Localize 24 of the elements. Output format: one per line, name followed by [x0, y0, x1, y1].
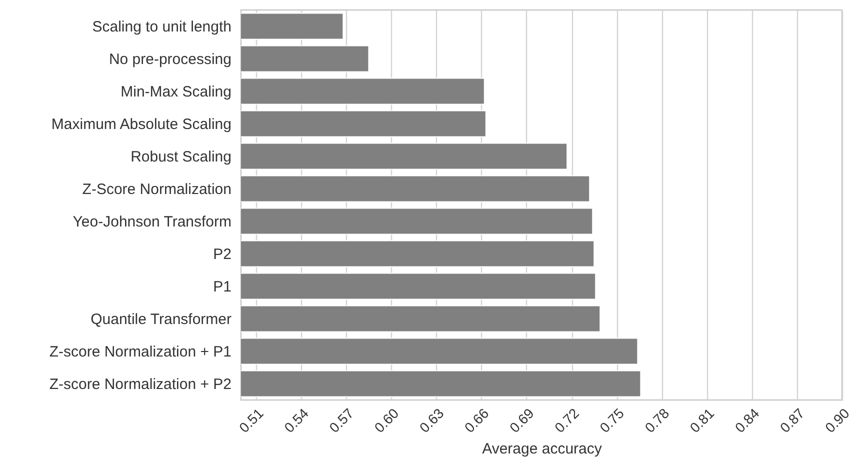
x-tick-label: 0.66 [461, 404, 492, 436]
y-tick-label: Z-score Normalization + P2 [49, 376, 232, 393]
x-tick-label: 0.63 [416, 404, 447, 436]
x-tick-label: 0.54 [280, 404, 312, 436]
y-tick-label: No pre-processing [108, 50, 232, 68]
x-axis-title: Average accuracy [482, 440, 602, 458]
x-tick-label: 0.60 [371, 404, 402, 436]
y-tick-label: Yeo-Johnson Transform [72, 213, 232, 230]
y-tick-label: Z-score Normalization + P1 [49, 343, 232, 360]
y-tick-label: Robust Scaling [130, 148, 232, 166]
y-tick-label: Quantile Transformer [90, 310, 232, 328]
x-tick-label: 0.51 [236, 404, 267, 436]
x-tick-label: 0.72 [551, 404, 582, 436]
x-tick-label: 0.90 [822, 404, 853, 436]
y-tick-label: Z-Score Normalization [82, 180, 232, 198]
y-tick-label: P1 [213, 278, 232, 296]
x-tick-label: 0.81 [686, 404, 718, 436]
y-tick-label: Scaling to unit length [92, 18, 232, 36]
x-tick-label: 0.69 [506, 404, 538, 436]
x-tick-label: 0.78 [642, 404, 672, 436]
x-tick-label: 0.84 [732, 404, 762, 436]
y-tick-label: Maximum Absolute Scaling [51, 116, 232, 133]
y-tick-label: P2 [213, 246, 232, 263]
y-tick-label: Min-Max Scaling [120, 83, 232, 100]
